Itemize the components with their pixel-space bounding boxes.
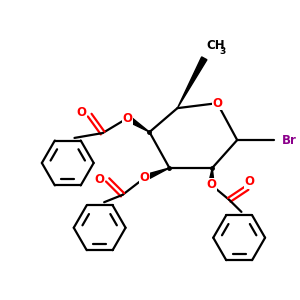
Text: O: O xyxy=(77,106,87,118)
Text: O: O xyxy=(123,112,133,124)
Polygon shape xyxy=(177,57,207,108)
Text: CH: CH xyxy=(206,39,225,52)
Text: 3: 3 xyxy=(219,47,226,56)
Text: O: O xyxy=(95,173,105,186)
Polygon shape xyxy=(143,168,170,181)
Polygon shape xyxy=(126,116,149,132)
Text: Br: Br xyxy=(282,134,297,146)
Polygon shape xyxy=(208,168,214,185)
Text: O: O xyxy=(244,176,254,188)
Text: O: O xyxy=(140,171,149,184)
Text: O: O xyxy=(212,97,222,110)
Text: O: O xyxy=(206,178,216,191)
